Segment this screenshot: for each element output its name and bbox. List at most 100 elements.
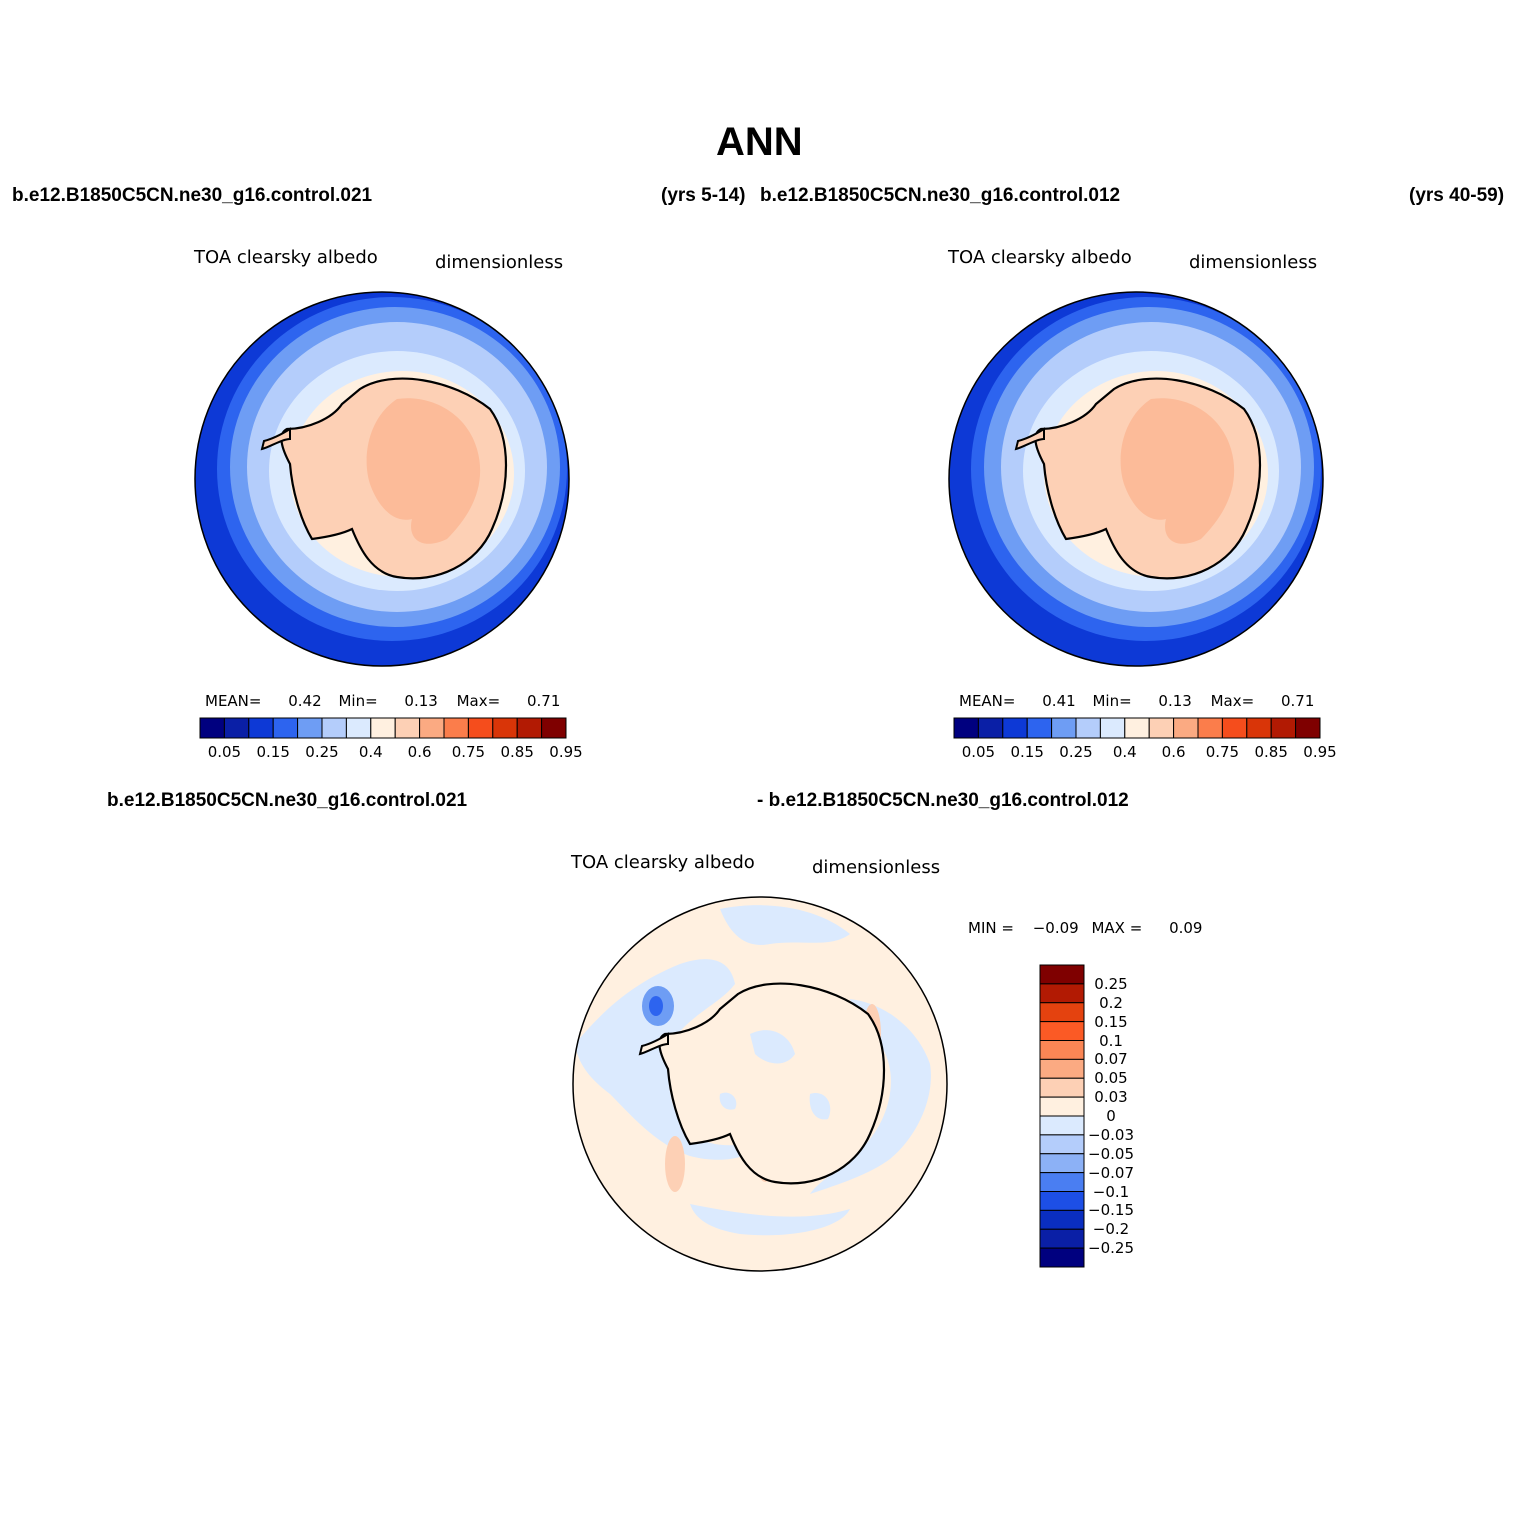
page-title: ANN: [716, 120, 803, 164]
colorbar-swatch: [272, 717, 299, 739]
diff-colorbar-tick-label: −0.25: [1088, 1239, 1134, 1258]
diff-colorbar-swatch: [1039, 1096, 1085, 1117]
diff-colorbar-tick-label: −0.07: [1088, 1163, 1134, 1182]
mean-label: MEAN=: [959, 692, 1016, 710]
diff-max-label: MAX =: [1091, 919, 1143, 937]
diff-colorbar-swatch: [1039, 964, 1085, 985]
colorbar-swatch: [419, 717, 445, 739]
diff-colorbar-tick-label: 0.2: [1099, 993, 1123, 1012]
antarctica-interior: [366, 398, 481, 544]
diff-case1-label: b.e12.B1850C5CN.ne30_g16.control.021: [107, 790, 468, 811]
colorbar-tick-label: 0.25: [305, 743, 339, 761]
colorbar-swatch: [370, 717, 396, 739]
diff-variable: TOA clearsky albedo: [571, 852, 755, 873]
colorbar-swatch: [248, 717, 274, 739]
panel1-variable: TOA clearsky albedo: [194, 247, 378, 268]
panel1-colorbar-ticks: 0.05 0.15 0.25 0.4 0.6 0.75 0.85 0.95: [200, 743, 583, 763]
panel2-map: [948, 291, 1324, 667]
peninsula: [260, 427, 291, 451]
diff-colorbar: [1039, 964, 1085, 1268]
diff-colorbar-tick-label: −0.2: [1092, 1220, 1130, 1239]
diff-colorbar-swatch: [1039, 1040, 1085, 1060]
diff-min-label: MIN =: [968, 919, 1014, 937]
colorbar-tick-label: 0.4: [1112, 743, 1137, 761]
colorbar-swatch: [1148, 717, 1175, 739]
years2-label: (yrs 40-59): [1409, 185, 1505, 206]
diff-colorbar-swatch: [1039, 1134, 1085, 1155]
min-label: Min=: [1092, 692, 1132, 710]
colorbar-swatch: [1026, 717, 1053, 739]
diff-colorbar-tick-label: −0.1: [1092, 1182, 1130, 1201]
peninsula: [1014, 427, 1045, 451]
colorbar-tick-label: 0.85: [1254, 743, 1288, 761]
colorbar-tick-label: 0.75: [1205, 743, 1240, 761]
colorbar-tick-label: 0.75: [451, 743, 486, 761]
diff-colorbar-swatch: [1039, 1058, 1085, 1079]
panel1-colorbar: [199, 717, 567, 739]
diff-colorbar-swatch: [1039, 1021, 1085, 1041]
diff-colorbar-tick-label: 0.03: [1094, 1088, 1128, 1107]
diff-colorbar-swatch: [1039, 1247, 1085, 1268]
max-value: 0.71: [1280, 692, 1315, 710]
colorbar-swatch: [1173, 717, 1199, 739]
colorbar-swatch: [345, 717, 372, 739]
colorbar-swatch: [223, 717, 250, 739]
colorbar-tick-label: 0.05: [961, 743, 996, 761]
diff-colorbar-swatch: [1039, 1228, 1085, 1249]
min-label: Min=: [338, 692, 378, 710]
diff-units: dimensionless: [812, 857, 941, 878]
diff-colorbar-tick-label: 0.1: [1099, 1031, 1123, 1050]
colorbar-tick-label: 0.85: [500, 743, 534, 761]
colorbar-tick-label: 0.6: [407, 743, 432, 761]
colorbar-swatch: [297, 717, 323, 739]
diff-negative-region-east: [810, 999, 931, 1194]
mean-label: MEAN=: [205, 692, 262, 710]
panel2-variable: TOA clearsky albedo: [948, 247, 1132, 268]
max-label: Max=: [456, 692, 501, 710]
years1-label: (yrs 5-14): [661, 185, 746, 206]
colorbar-swatch: [394, 717, 421, 739]
colorbar-swatch: [1221, 717, 1248, 739]
colorbar-tick-label: 0.15: [1010, 743, 1044, 761]
diff-colorbar-swatch: [1039, 983, 1085, 1004]
colorbar-swatch: [467, 717, 494, 739]
diff-colorbar-tick-label: 0.15: [1094, 1012, 1128, 1031]
colorbar-swatch: [492, 717, 518, 739]
colorbar-swatch: [541, 717, 567, 739]
max-label: Max=: [1210, 692, 1255, 710]
panel1-map: [194, 291, 570, 667]
colorbar-swatch: [977, 717, 1004, 739]
colorbar-swatch: [1002, 717, 1028, 739]
colorbar-swatch: [199, 717, 225, 739]
colorbar-swatch: [953, 717, 979, 739]
colorbar-tick-label: 0.95: [549, 743, 583, 761]
colorbar-swatch: [1075, 717, 1101, 739]
colorbar-swatch: [1124, 717, 1150, 739]
colorbar-tick-label: 0.6: [1161, 743, 1186, 761]
colorbar-swatch: [1270, 717, 1297, 739]
colorbar-swatch: [1246, 717, 1272, 739]
min-value: 0.13: [404, 692, 438, 710]
diff-stats: MIN = −0.09 MAX = 0.09: [968, 919, 1202, 937]
diff-colorbar-swatch: [1039, 1209, 1085, 1230]
diff-colorbar-tick-label: −0.15: [1088, 1201, 1134, 1220]
colorbar-tick-label: 0.25: [1059, 743, 1093, 761]
diff-colorbar-tick-label: −0.05: [1088, 1144, 1134, 1163]
diff-map: [572, 896, 948, 1272]
panel2-stats: MEAN= 0.41 Min= 0.13 Max= 0.71: [959, 692, 1314, 710]
diff-colorbar-swatch: [1039, 1191, 1085, 1211]
max-value: 0.71: [526, 692, 561, 710]
diff-colorbar-tick-label: 0.05: [1094, 1069, 1128, 1088]
panel1-stats: MEAN= 0.42 Min= 0.13 Max= 0.71: [205, 692, 560, 710]
colorbar-tick-label: 0.05: [207, 743, 242, 761]
diff-colorbar-ticks: 0.25 0.2 0.15 0.1 0.07 0.05 0.03 0 −0.03 −0.05 −0.…: [1086, 965, 1166, 1267]
colorbar-swatch: [1295, 717, 1321, 739]
diff-colorbar-swatch: [1039, 1002, 1085, 1023]
diff-red-spot-south: [665, 1136, 685, 1192]
diff-colorbar-swatch: [1039, 1172, 1085, 1192]
diff-negative-region-north: [720, 905, 850, 945]
colorbar-swatch: [321, 717, 347, 739]
diff-negative-region-south: [690, 1204, 850, 1236]
colorbar-swatch: [443, 717, 469, 739]
diff-colorbar-tick-label: 0.25: [1094, 974, 1128, 993]
